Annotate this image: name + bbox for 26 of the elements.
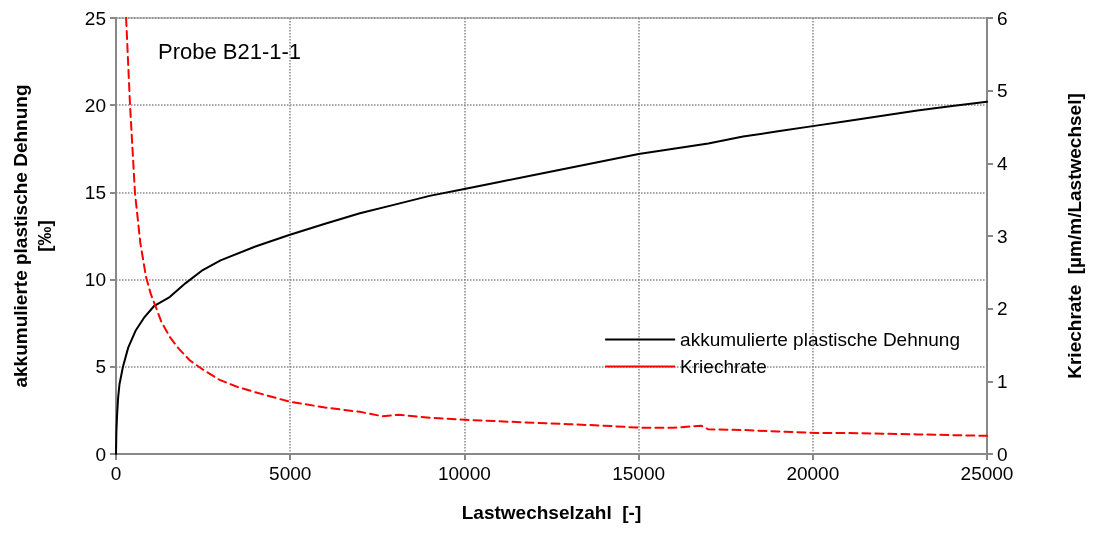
legend-label: akkumulierte plastische Dehnung (680, 329, 961, 350)
annotation: Probe B21-1-1 (158, 38, 302, 64)
y2-tick-label: 3 (997, 225, 1008, 247)
y-axis-title: akkumulierte plastische Dehnung [‰] (9, 84, 55, 388)
line-series (125, 17, 988, 437)
y-tick-label: 5 (95, 356, 106, 378)
x-tick-label: 20000 (786, 463, 840, 484)
y2-tick-label: 4 (997, 152, 1008, 174)
x-tick-label: 5000 (269, 463, 312, 484)
legend-label: Kriechrate (680, 356, 767, 377)
y-tick-label: 10 (84, 269, 106, 291)
y2-tick-label: 6 (997, 7, 1008, 29)
y2-tick-label: 1 (997, 370, 1008, 392)
y2-axis-title: Kriechrate [µm/m/Lastwechsel] (1063, 93, 1085, 379)
y2-tick-label: 5 (997, 80, 1008, 102)
x-tick-label: 25000 (960, 463, 1014, 484)
x-tick-label: 0 (110, 463, 122, 484)
x-tick-label: 15000 (612, 463, 666, 484)
y-tick-label: 20 (84, 94, 106, 116)
y2-tick-label: 0 (997, 443, 1008, 465)
x-tick-label: 10000 (437, 463, 491, 484)
y2-tick-label: 2 (997, 298, 1008, 320)
x-axis-title: Lastwechselzahl [-] (461, 501, 642, 523)
y-tick-label: 15 (84, 181, 106, 203)
y-tick-label: 25 (84, 7, 106, 29)
y-tick-label: 0 (95, 443, 106, 465)
